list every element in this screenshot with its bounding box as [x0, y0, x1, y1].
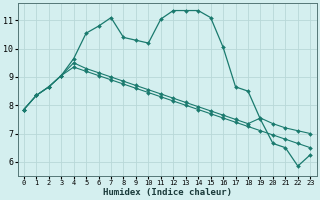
- X-axis label: Humidex (Indice chaleur): Humidex (Indice chaleur): [103, 188, 232, 197]
